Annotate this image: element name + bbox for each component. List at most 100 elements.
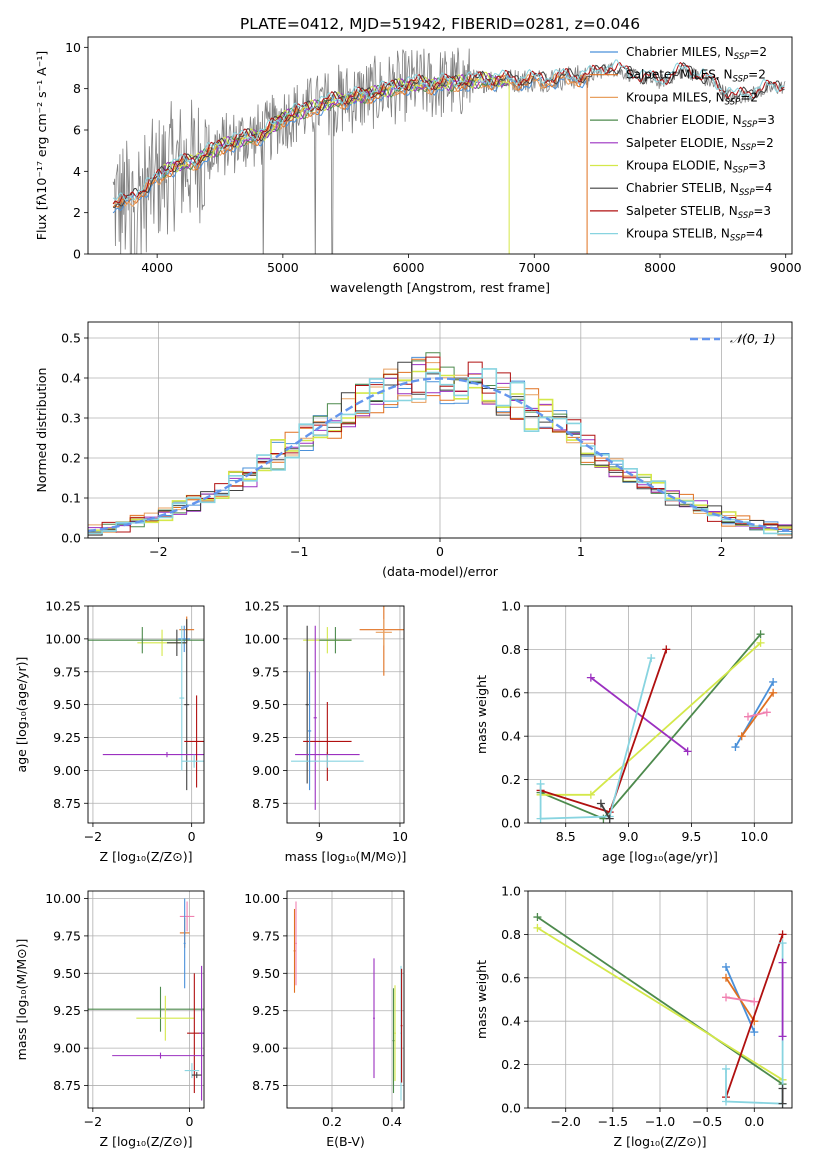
ticks: 9 10 8.75 9.00 9.25 9.50 9.75 10.00 10.25 [244,599,408,845]
x-axis-label: Z [log₁₀(Z/Z⊙)] [614,1134,707,1149]
plot-area [536,630,778,823]
x-tick-label: −2.0 [551,1114,581,1129]
x-tick-label: 9.0 [619,829,639,844]
y-tick-label: 0.2 [61,451,81,466]
legend-entry-suffix: =4 [746,227,764,241]
y-tick-label: 9.00 [252,1041,280,1056]
weight-marker [778,1099,787,1108]
weight-line [590,676,689,753]
x-axis-label: wavelength [Angstrom, rest frame] [330,280,550,295]
model-spectrum-salpeter-elodie [162,73,510,174]
panels: 4000 5000 6000 7000 8000 90000246810wavelengt… [14,36,802,1149]
weight-marker [533,923,542,932]
y-tick-label: 9.50 [252,697,280,712]
panel-mass-vs-EBV: 0.2 0.4 8.75 9.00 9.25 9.50 9.75 10.00 E(B-V) [244,890,405,1149]
y-axis-label: Normed distribution [34,368,49,493]
y-tick-label: 8.75 [252,796,280,811]
weight-marker [647,654,656,663]
y-tick-label: 8.75 [252,1078,280,1093]
legend-entry: Salpeter MILES, NSSP=2 [626,68,766,85]
y-tick-label: 1.0 [501,884,521,899]
legend-entry-sub: SSP [740,143,756,153]
x-tick-label: 10.0 [740,829,768,844]
y-tick-label: 8.75 [53,1078,81,1093]
figure-title: PLATE=0412, MJD=51942, FIBERID=0281, z=0… [240,15,640,33]
weight-marker [662,645,671,654]
weight-marker [756,630,765,639]
y-tick-label: 0.2 [501,1057,521,1072]
y-tick-label: 0.8 [501,927,521,942]
panel-weight-vs-Z: −2.0 −1.5 −1.0 −0.5 0.0 0.0 0.2 0.4 0.6 0.8 1.0 Z [… [474,884,793,1149]
x-tick-label: 9.5 [681,829,701,844]
weight-marker [778,1084,787,1093]
weight-line [536,916,784,1085]
weight-line [540,642,762,796]
y-tick-label: 0.5 [61,331,81,346]
y-tick-label: 0.0 [501,1101,521,1116]
legend-entry: Salpeter STELIB, NSSP=3 [626,204,771,221]
plot-area [88,352,792,536]
legend-entry-suffix: =2 [749,45,767,59]
y-tick-label: 9.50 [53,697,81,712]
axes-frame [87,605,205,824]
model-spectrum-kroupa-stelib [112,59,785,201]
legend-entry-sub: SSP [738,211,754,221]
weight-marker [731,743,740,752]
x-tick-label: 0 [186,1114,194,1129]
legend-entry-label: Kroupa MILES, N [626,90,725,104]
ticks: 8.5 9.0 9.5 10.0 0.0 0.2 0.4 0.6 0.8 1.0 [501,599,768,845]
legend-entry-sub: SSP [733,75,749,85]
x-tick-label: 7000 [518,260,550,275]
x-tick-label: 4000 [141,260,173,275]
x-tick-label: −2 [84,1114,102,1129]
histogram-salpeter-elodie [88,364,792,530]
weight-marker [722,973,730,982]
x-tick-label: 6000 [393,260,425,275]
weight-marker [722,1097,730,1106]
y-tick-label: 8 [73,81,81,96]
y-tick-label: 9.50 [53,966,81,981]
x-tick-label: −0.5 [692,1114,722,1129]
x-tick-label: −1 [290,544,308,559]
normal-curve [88,377,790,533]
model-spectrum-salpeter-stelib [112,61,785,205]
x-tick-label: 9000 [770,260,802,275]
y-tick-label: 4 [73,164,81,179]
legend-entry-sub: SSP [730,234,746,244]
legend-entry-suffix: =4 [755,181,773,195]
legend-entry-sub: SSP [734,52,750,62]
legend-entry: Salpeter ELODIE, NSSP=2 [626,136,774,153]
x-axis-label: Z [log₁₀(Z/Z⊙)] [100,849,193,864]
plot-area [88,898,204,1101]
ticks: −2 −1 0 1 2 0.0 0.1 0.2 0.3 0.4 0.5 [61,331,725,560]
x-tick-label: −2 [149,544,167,559]
weight-marker [533,913,542,922]
plot-area [293,901,403,1101]
legend-entry-suffix: =3 [757,113,775,127]
y-tick-label: 10.25 [244,599,280,614]
y-tick-label: 10.00 [244,631,280,646]
legend-entry-label: Salpeter STELIB, N [626,204,738,218]
x-axis-label: age [log₁₀(age/yr)] [602,849,718,864]
weight-marker [778,930,787,939]
y-tick-label: 10.00 [45,891,81,906]
x-axis-label: E(B-V) [326,1134,365,1149]
grid [528,605,792,824]
legend-entry-suffix: =2 [756,136,774,150]
y-tick-label: 0.6 [501,685,521,700]
residuals-legend: 𝒩(0, 1) [690,331,776,346]
x-tick-label: 10 [392,829,408,844]
legend-entry-suffix: =3 [753,204,771,218]
y-tick-label: 0 [73,247,81,262]
weight-marker [536,814,545,823]
legend-entry: Kroupa ELODIE, NSSP=3 [626,159,766,176]
ticks: −2.0 −1.5 −1.0 −0.5 0.0 0.0 0.2 0.4 0.6 0.8 1.0 [501,884,764,1130]
grid [287,891,404,1108]
x-tick-label: 1 [577,544,585,559]
y-tick-label: 10.25 [45,599,81,614]
axes-frame [527,605,793,824]
weight-marker [722,993,730,1002]
weight-marker [683,747,692,756]
